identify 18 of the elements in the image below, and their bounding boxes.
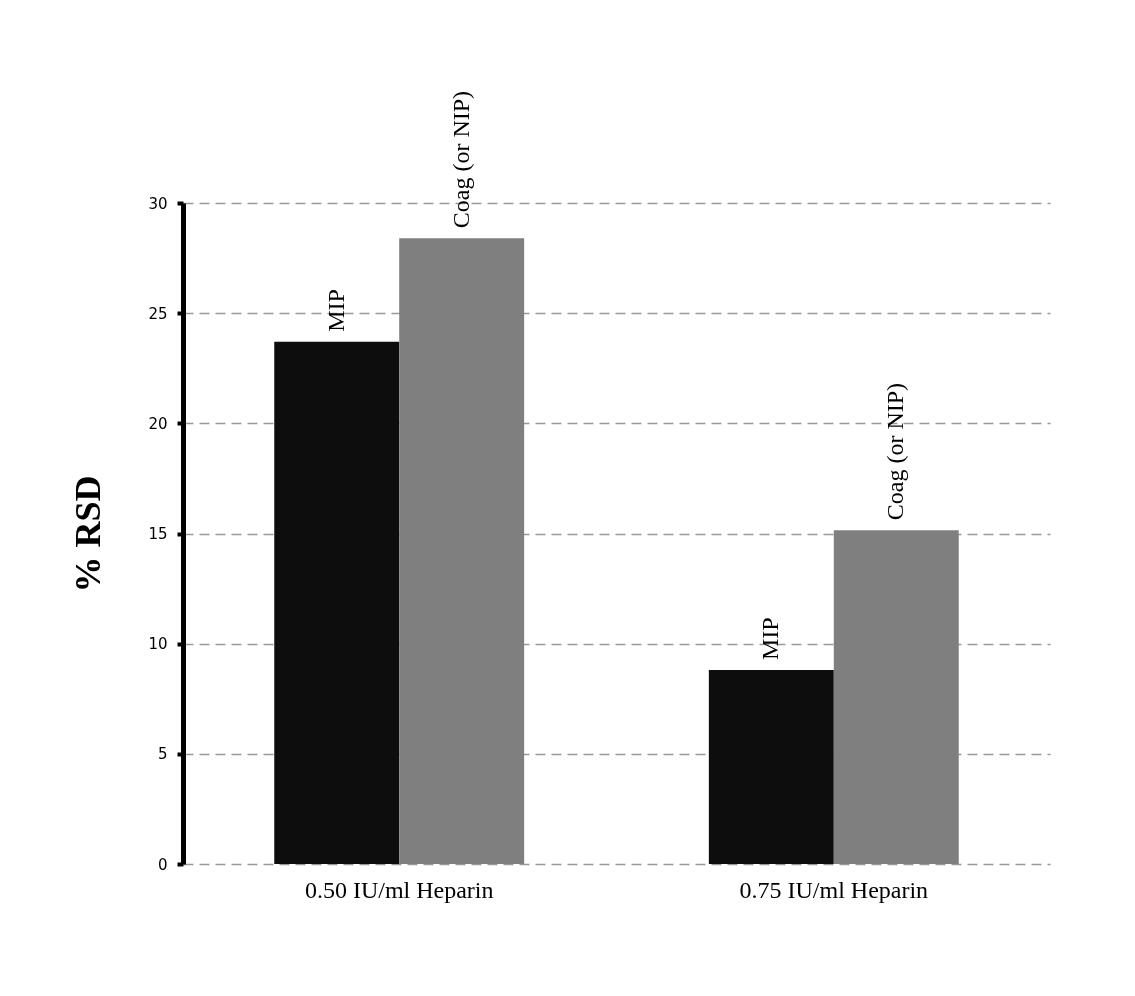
text: Coag (or NIP) xyxy=(447,90,474,229)
bar xyxy=(833,530,959,864)
y-axis-title: % RSD xyxy=(68,475,109,593)
y-tick-label: 30 xyxy=(148,194,168,213)
text: Coag (or NIP) xyxy=(882,382,909,521)
y-tick-label: 0 xyxy=(157,855,168,874)
y-tick-label: 25 xyxy=(148,304,168,323)
bar xyxy=(399,238,525,864)
x-tick-label: 0.75 IU/ml Heparin xyxy=(739,876,929,903)
text: MIP xyxy=(322,289,349,332)
x-tick-label: 0.50 IU/ml Heparin xyxy=(304,876,494,903)
y-tick-label: 15 xyxy=(148,525,168,543)
bar xyxy=(708,670,834,864)
text: MIP xyxy=(757,617,784,661)
y-tick-label: 20 xyxy=(148,414,168,433)
bar xyxy=(274,341,400,864)
y-tick-label: 10 xyxy=(148,635,168,654)
y-tick-label: 5 xyxy=(157,745,168,764)
